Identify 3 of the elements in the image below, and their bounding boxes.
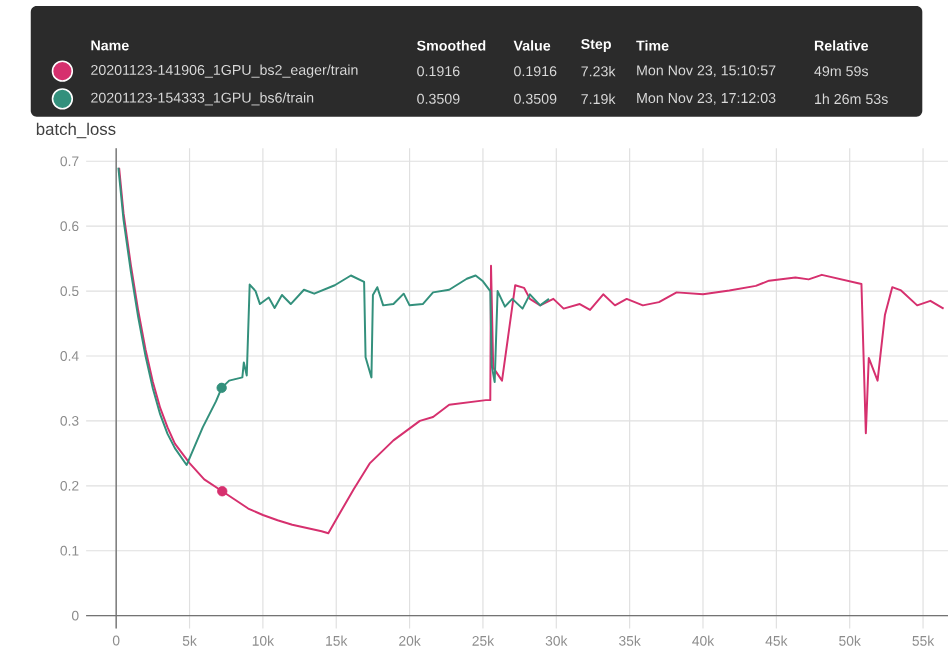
chart-title: batch_loss [36, 122, 116, 139]
line-series [118, 166, 945, 535]
line-series [117, 166, 550, 466]
